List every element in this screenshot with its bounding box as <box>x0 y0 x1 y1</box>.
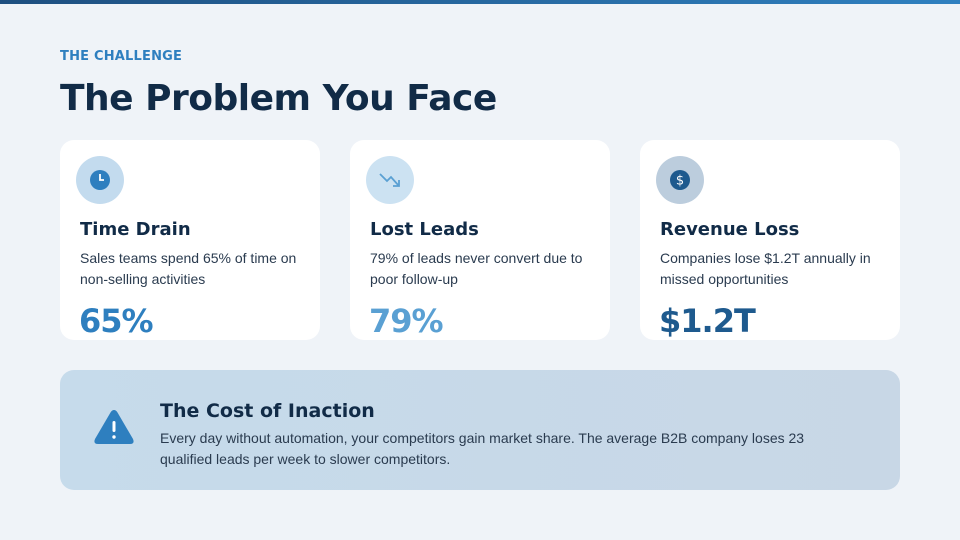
card-lost-leads: Lost Leads 79% of leads never convert du… <box>350 140 610 340</box>
card-time-drain: Time Drain Sales teams spend 65% of time… <box>60 140 320 340</box>
card-value: $1.2T <box>659 302 756 340</box>
card-description: 79% of leads never convert due to poor f… <box>370 250 583 287</box>
clock-icon <box>76 156 124 204</box>
cost-of-inaction-banner: The Cost of Inaction Every day without a… <box>60 370 900 490</box>
card-value: 79% <box>369 302 444 340</box>
card-revenue-loss: $ Revenue Loss Companies lose $1.2T annu… <box>640 140 900 340</box>
card-title: Time Drain <box>80 219 191 240</box>
card-description: Sales teams spend 65% of time on non-sel… <box>80 250 297 287</box>
warning-icon <box>94 410 134 444</box>
section-eyebrow: THE CHALLENGE <box>60 49 183 64</box>
top-accent-bar <box>0 0 960 4</box>
dollar-icon: $ <box>656 156 704 204</box>
trending-down-icon <box>366 156 414 204</box>
page-title: The Problem You Face <box>60 78 497 119</box>
card-description: Companies lose $1.2T annually in missed … <box>660 250 871 287</box>
card-title: Revenue Loss <box>660 219 800 240</box>
card-title: Lost Leads <box>370 219 479 240</box>
banner-title: The Cost of Inaction <box>160 400 375 422</box>
card-value: 65% <box>79 302 154 340</box>
svg-text:$: $ <box>676 174 684 189</box>
banner-description: Every day without automation, your compe… <box>160 430 805 467</box>
